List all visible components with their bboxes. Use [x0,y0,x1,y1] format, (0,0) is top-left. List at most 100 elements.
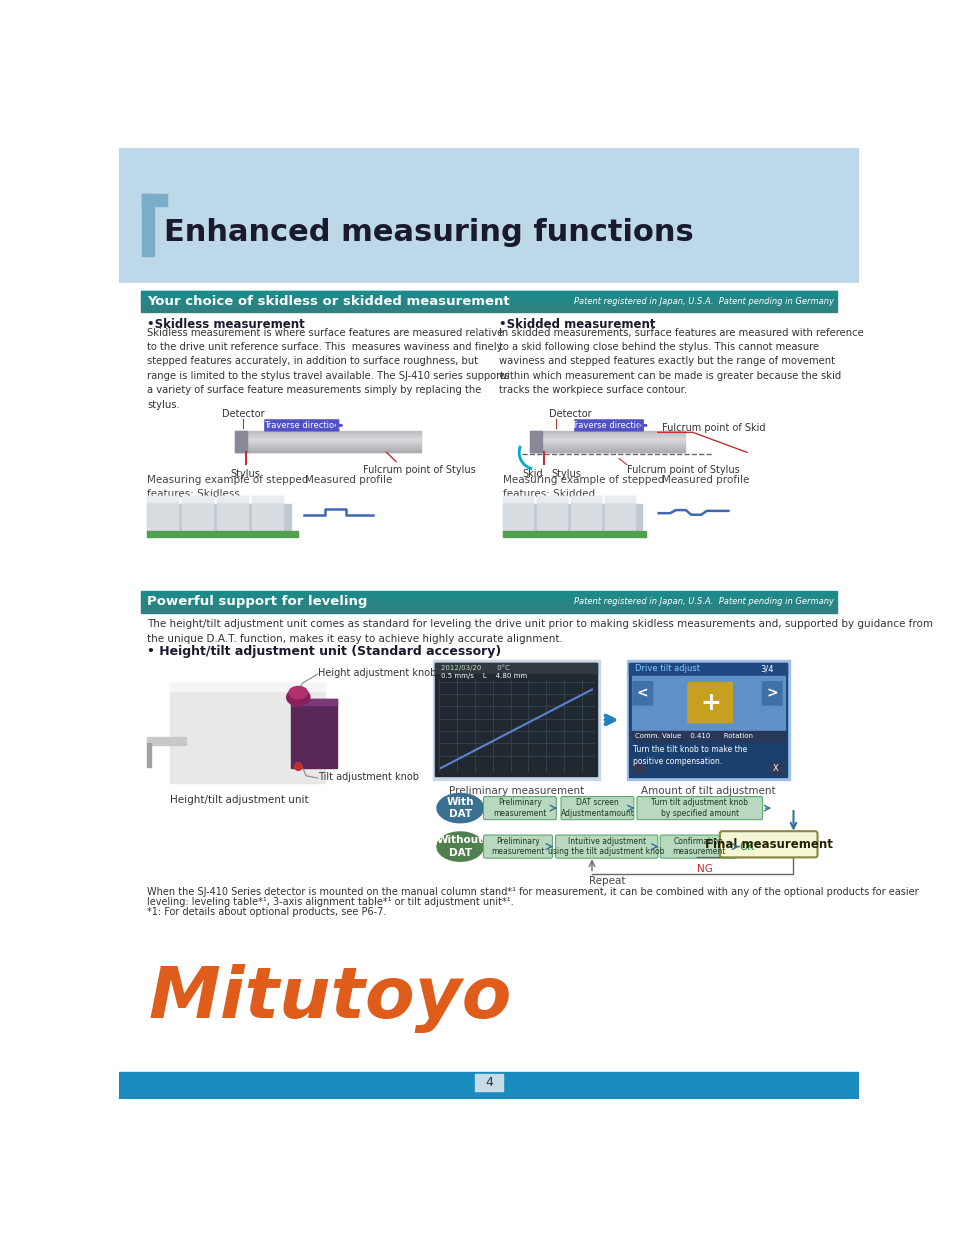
Bar [502,504,641,534]
Text: Confirmation
measurement: Confirmation measurement [671,837,724,856]
Bar [631,676,784,730]
Bar [147,743,151,767]
Bar [571,496,600,503]
Bar [252,496,282,503]
Bar [435,662,597,673]
Text: Your choice of skidless or skidded measurement: Your choice of skidless or skidded measu… [147,295,509,308]
FancyBboxPatch shape [760,680,781,705]
Bar [142,194,154,256]
Text: Turn tilt adjustment knob
by specified amount: Turn tilt adjustment knob by specified a… [651,798,747,818]
Bar [571,496,600,534]
Text: Intuitive adjustment
using the tilt adjustment knob: Intuitive adjustment using the tilt adju… [548,837,664,856]
FancyBboxPatch shape [264,419,339,431]
Text: 4: 4 [484,1076,493,1089]
Text: Fulcrum point of Stylus: Fulcrum point of Stylus [363,464,476,474]
FancyBboxPatch shape [637,797,761,820]
Text: <: < [636,687,647,700]
Text: NG: NG [696,864,712,874]
Text: Fulcrum point of Skid: Fulcrum point of Skid [661,424,764,433]
Text: Preliminary measurement: Preliminary measurement [448,785,583,795]
Bar [142,194,167,206]
Text: •Skidless measurement: •Skidless measurement [147,317,305,331]
Text: *1: For details about optional products, see P6-7.: *1: For details about optional products,… [147,908,386,918]
Text: 3/4: 3/4 [760,664,773,673]
FancyBboxPatch shape [632,680,653,705]
Bar [119,283,858,1068]
Text: >: > [766,687,778,700]
Bar [435,662,597,776]
Ellipse shape [436,793,483,823]
FancyBboxPatch shape [483,797,556,820]
Bar [631,731,784,742]
Text: Preliminary
measurement: Preliminary measurement [491,837,544,856]
Bar [147,496,178,534]
Bar [119,148,858,283]
Bar [769,763,782,773]
Text: Stylus: Stylus [551,469,581,479]
Bar [235,431,247,452]
Text: X: X [772,763,778,773]
Ellipse shape [294,763,302,771]
Text: Mitutoyo: Mitutoyo [149,965,512,1034]
Text: Patent registered in Japan, U.S.A.  Patent pending in Germany: Patent registered in Japan, U.S.A. Paten… [573,296,833,306]
Text: Fulcrum point of Stylus: Fulcrum point of Stylus [626,464,739,474]
Bar [182,496,213,503]
Bar [147,496,178,503]
Text: +: + [700,690,720,715]
Text: When the SJ-410 Series detector is mounted on the manual column stand*¹ for meas: When the SJ-410 Series detector is mount… [147,888,918,898]
Text: Amount of tilt adjustment: Amount of tilt adjustment [640,785,775,795]
Bar [171,683,325,783]
Ellipse shape [289,687,307,699]
Text: • Height/tilt adjustment unit (Standard accessory): • Height/tilt adjustment unit (Standard … [147,645,501,658]
Text: Repeat: Repeat [589,876,625,885]
FancyBboxPatch shape [555,835,658,858]
Bar [604,496,635,503]
Text: Stylus: Stylus [230,469,259,479]
Text: Skidless measurement is where surface features are measured relative
to the driv: Skidless measurement is where surface fe… [147,327,509,410]
Bar [147,504,291,534]
Text: •Skidded measurement: •Skidded measurement [498,317,655,331]
Text: DAT screen
Adjustmentamount: DAT screen Adjustmentamount [560,798,634,818]
Text: Traverse direction: Traverse direction [263,421,338,430]
FancyBboxPatch shape [483,835,552,858]
Text: Comm. Value    0.410      Rotation: Comm. Value 0.410 Rotation [634,734,752,740]
FancyBboxPatch shape [720,831,817,857]
Bar [530,431,541,452]
FancyBboxPatch shape [560,797,633,820]
Bar [216,496,248,534]
Text: Preliminary
measurement: Preliminary measurement [493,798,546,818]
Bar [147,737,186,745]
Text: Height/tilt adjustment unit: Height/tilt adjustment unit [171,795,309,805]
Bar [502,496,533,534]
Text: Detector: Detector [222,409,264,419]
Text: Tilt adjustment knob: Tilt adjustment knob [317,772,418,782]
Text: Detector: Detector [549,409,592,419]
Text: Drive tilt adjust: Drive tilt adjust [634,664,699,673]
Ellipse shape [436,832,483,861]
Bar [502,496,533,503]
Bar [631,763,645,773]
Text: Traverse direction: Traverse direction [571,421,646,430]
Bar [216,496,248,503]
Bar [629,662,786,674]
Text: Powerful support for leveling: Powerful support for leveling [147,595,367,608]
Text: In skidded measurements, surface features are measured with reference
to a skid : In skidded measurements, surface feature… [498,327,862,395]
Text: OK: OK [739,841,754,852]
Bar [537,496,567,534]
Text: Enhanced measuring functions: Enhanced measuring functions [164,219,693,247]
Bar [537,496,567,503]
Text: Turn the tilt knob to make the
positive compensation.: Turn the tilt knob to make the positive … [633,745,746,766]
Text: Skid: Skid [521,469,542,479]
Bar [119,1072,858,1099]
Text: 0.5 mm/s    L    4.80 mm: 0.5 mm/s L 4.80 mm [440,673,526,679]
Bar [291,699,336,768]
Bar [291,699,336,705]
Ellipse shape [286,689,310,705]
Bar [502,531,645,537]
Bar [182,496,213,534]
Text: With
DAT: With DAT [446,797,474,819]
Text: Measuring example of stepped
features: Skidless: Measuring example of stepped features: S… [147,475,308,499]
Text: Height adjustment knob: Height adjustment knob [317,668,436,678]
Text: Measured profile: Measured profile [305,475,393,485]
FancyBboxPatch shape [686,682,732,724]
